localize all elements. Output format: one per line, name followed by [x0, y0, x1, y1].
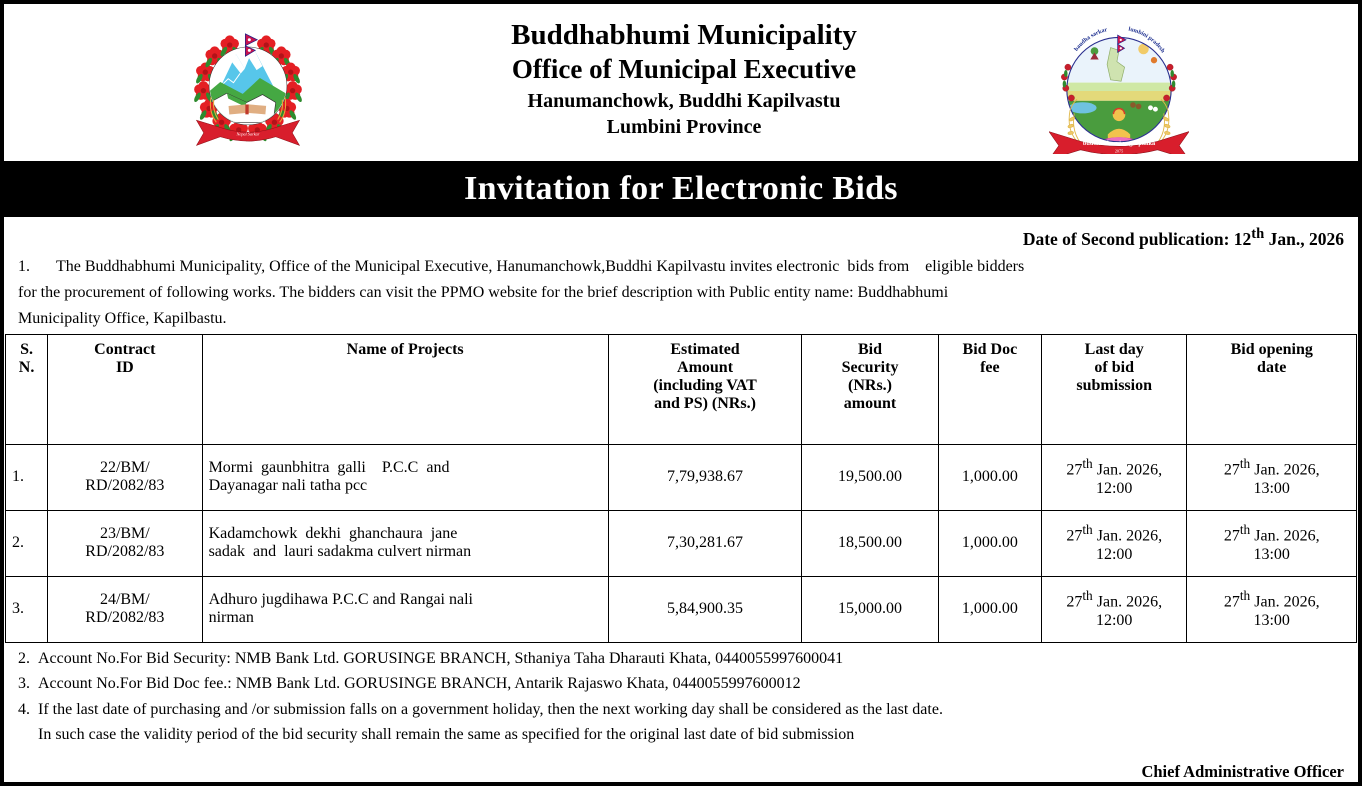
- svg-text:buddhabhumi nagarpalika: buddhabhumi nagarpalika: [1083, 140, 1156, 147]
- svg-text:2075: 2075: [1115, 149, 1123, 154]
- svg-text:Nepal Sarkar: Nepal Sarkar: [236, 131, 260, 136]
